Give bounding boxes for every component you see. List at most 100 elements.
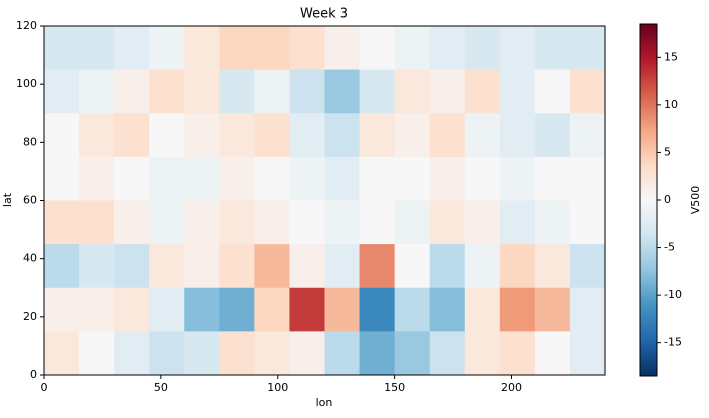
x-axis-label: lon [316, 396, 333, 409]
heatmap-cell [114, 69, 150, 114]
heatmap-cell [499, 69, 536, 114]
y-axis-label: lat [1, 192, 14, 207]
y-tick-label: 100 [16, 77, 37, 90]
heatmap-cell [324, 287, 361, 332]
heatmap-cell [289, 331, 325, 376]
colorbar-tick-label: 0 [664, 193, 671, 206]
heatmap-cell [254, 287, 290, 332]
y-tick-label: 60 [23, 194, 37, 207]
y-tick-label: 80 [23, 135, 37, 148]
heatmap-cell [569, 69, 606, 114]
heatmap-cell [79, 244, 115, 289]
x-tick-label: 100 [267, 381, 288, 394]
heatmap-cell [324, 156, 361, 201]
heatmap-cell [79, 113, 115, 158]
heatmap-cell [114, 200, 150, 245]
heatmap-cell [184, 244, 220, 289]
heatmap-cell [254, 69, 290, 114]
heatmap-cell [394, 113, 431, 158]
heatmap-cell [324, 200, 361, 245]
heatmap-cell [114, 156, 150, 201]
heatmap-cell [359, 156, 396, 201]
heatmap-cell [569, 287, 606, 332]
heatmap-cell [44, 156, 80, 201]
heatmap-cell [569, 156, 606, 201]
x-tick-label: 200 [501, 381, 522, 394]
heatmap-cell [44, 26, 80, 71]
heatmap-cell [429, 331, 466, 376]
heatmap-cell [219, 113, 255, 158]
heatmap-cell [79, 156, 115, 201]
heatmap-cell [394, 156, 431, 201]
heatmap-cell [149, 331, 185, 376]
heatmap-cell [464, 244, 501, 289]
heatmap-cell [219, 26, 255, 71]
colorbar-tick-label: -10 [664, 288, 682, 301]
heatmap-cell [429, 26, 466, 71]
heatmap-cell [79, 287, 115, 332]
heatmap-cell [114, 331, 150, 376]
heatmap-cell [149, 69, 185, 114]
heatmap-cell [394, 287, 431, 332]
heatmap-cell [324, 69, 361, 114]
heatmap-cell [114, 113, 150, 158]
heatmap [44, 26, 606, 376]
heatmap-cell [254, 200, 290, 245]
heatmap-cell [219, 244, 255, 289]
heatmap-cell [44, 331, 80, 376]
x-tick-label: 50 [154, 381, 168, 394]
heatmap-cell [534, 26, 571, 71]
heatmap-cell [324, 26, 361, 71]
colorbar-label: V500 [689, 186, 702, 215]
heatmap-cell [429, 287, 466, 332]
heatmap-cell [499, 200, 536, 245]
heatmap-cell [569, 200, 606, 245]
heatmap-cell [464, 287, 501, 332]
heatmap-cell [219, 69, 255, 114]
heatmap-cell [324, 331, 361, 376]
y-tick-label: 120 [16, 19, 37, 32]
heatmap-cell [79, 331, 115, 376]
y-tick-label: 40 [23, 252, 37, 265]
heatmap-cell [499, 156, 536, 201]
heatmap-cell [359, 26, 396, 71]
x-tick-label: 150 [384, 381, 405, 394]
heatmap-cell [359, 69, 396, 114]
heatmap-cell [289, 26, 325, 71]
heatmap-cell [569, 113, 606, 158]
heatmap-cell [219, 156, 255, 201]
heatmap-cell [359, 244, 396, 289]
heatmap-cell [464, 113, 501, 158]
heatmap-cell [44, 69, 80, 114]
heatmap-cell [464, 26, 501, 71]
colorbar-tick-label: -15 [664, 336, 682, 349]
heatmap-cell [184, 113, 220, 158]
heatmap-cell [254, 244, 290, 289]
heatmap-cell [184, 287, 220, 332]
heatmap-cell [149, 244, 185, 289]
heatmap-cell [114, 244, 150, 289]
heatmap-cell [254, 26, 290, 71]
heatmap-cell [569, 331, 606, 376]
heatmap-cell [79, 26, 115, 71]
heatmap-cell [569, 244, 606, 289]
heatmap-cell [394, 200, 431, 245]
heatmap-cell [499, 113, 536, 158]
heatmap-cell [79, 69, 115, 114]
heatmap-cell [394, 69, 431, 114]
x-tick-label: 0 [41, 381, 48, 394]
heatmap-cell [219, 287, 255, 332]
heatmap-cell [499, 26, 536, 71]
heatmap-cell [429, 113, 466, 158]
heatmap-cell [324, 113, 361, 158]
heatmap-cell [499, 244, 536, 289]
heatmap-cell [394, 244, 431, 289]
heatmap-cell [289, 69, 325, 114]
heatmap-cell [149, 287, 185, 332]
heatmap-cell [219, 331, 255, 376]
heatmap-cell [184, 156, 220, 201]
heatmap-cell [324, 244, 361, 289]
heatmap-cell [569, 26, 606, 71]
chart-title: Week 3 [300, 7, 348, 22]
